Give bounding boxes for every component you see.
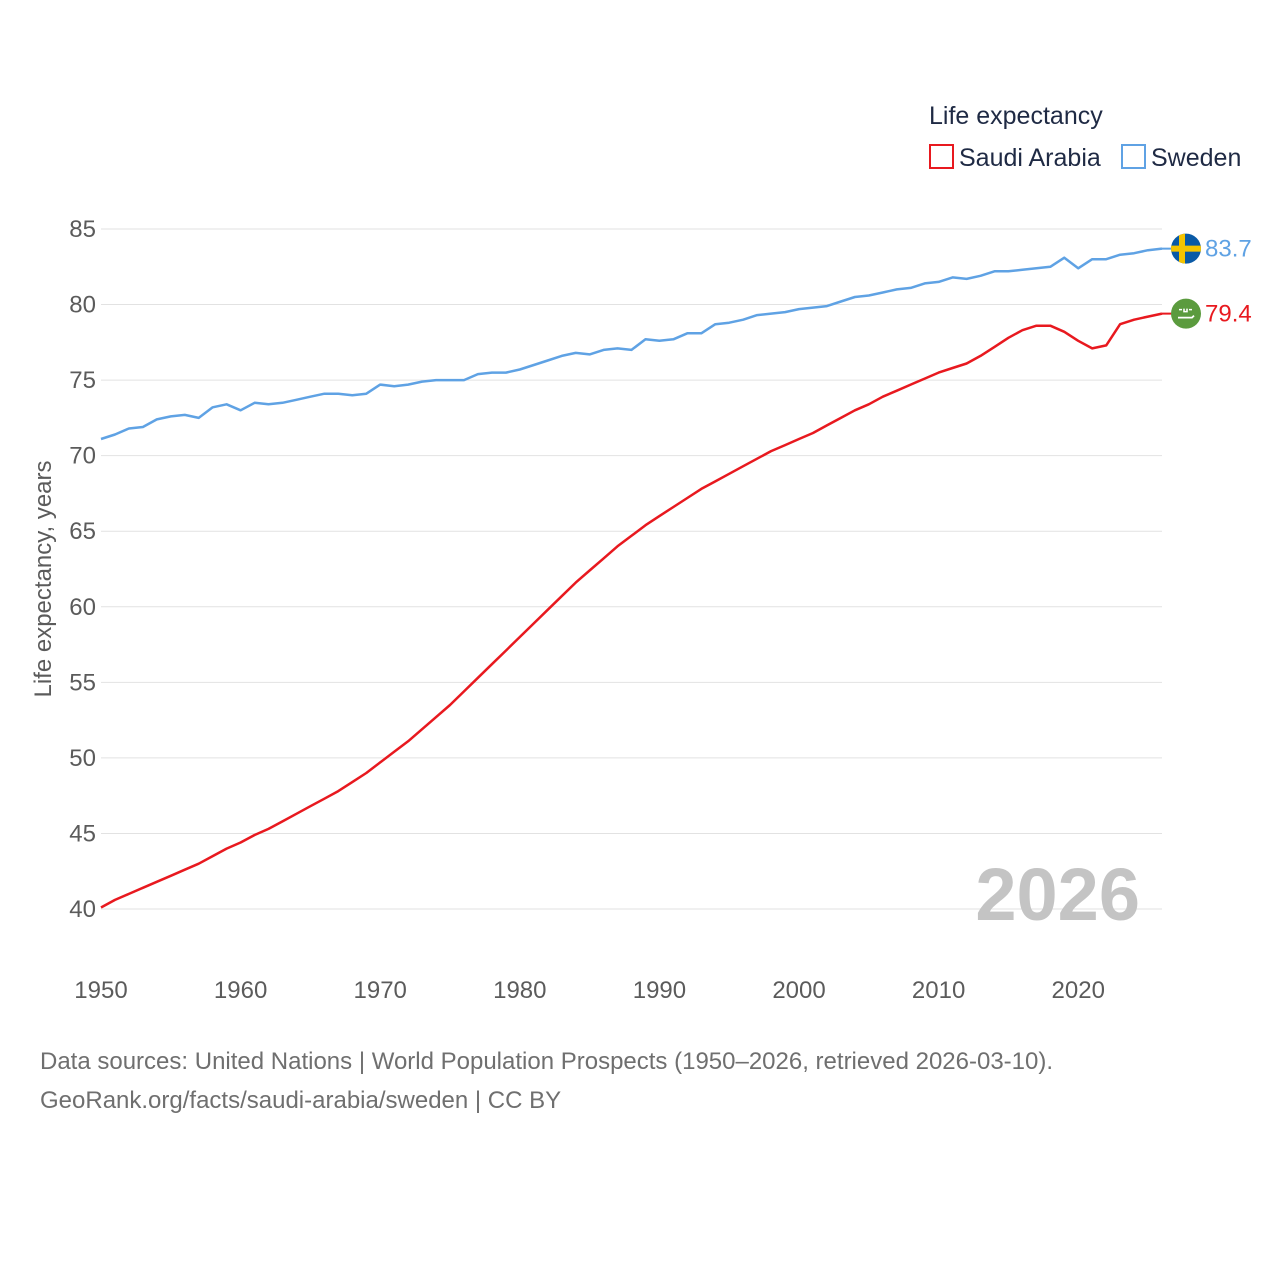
footer-credit: GeoRank.org/facts/saudi-arabia/sweden | … — [40, 1087, 561, 1114]
y-tick-label-75: 75 — [69, 367, 96, 394]
y-tick-label-65: 65 — [69, 518, 96, 545]
footer-sources: Data sources: United Nations | World Pop… — [40, 1048, 1053, 1075]
series-end-markers: 79.4 83.7 — [1162, 233, 1252, 329]
legend: Life expectancy Saudi Arabia Sweden — [929, 102, 1241, 172]
year-watermark: 2026 — [975, 853, 1140, 936]
legend-label-saudi-arabia: Saudi Arabia — [959, 144, 1101, 172]
y-axis-title: Life expectancy, years — [30, 460, 57, 697]
legend-item-saudi-arabia[interactable]: Saudi Arabia — [929, 144, 1101, 172]
end-value-label-saudi-arabia: 79.4 — [1205, 301, 1252, 328]
grid-lines — [101, 228, 1162, 910]
x-tick-label-2010: 2010 — [912, 977, 965, 1004]
x-axis-ticks: 1950 1960 1970 1980 1990 2000 2010 2020 — [74, 977, 1105, 1004]
y-tick-label-55: 55 — [69, 669, 96, 696]
y-tick-label-40: 40 — [69, 896, 96, 923]
x-tick-label-2020: 2020 — [1052, 977, 1105, 1004]
x-tick-label-1950: 1950 — [74, 977, 127, 1004]
series-lines — [100, 247, 1163, 909]
y-axis-ticks: 40 45 50 55 60 65 70 75 80 85 — [69, 216, 96, 923]
series-line-sweden — [100, 247, 1163, 441]
y-tick-label-50: 50 — [69, 745, 96, 772]
legend-title: Life expectancy — [929, 102, 1103, 130]
sweden-flag-icon — [1171, 233, 1201, 264]
y-tick-label-80: 80 — [69, 292, 96, 319]
end-value-label-sweden: 83.7 — [1205, 236, 1252, 263]
x-tick-label-1990: 1990 — [633, 977, 686, 1004]
x-tick-label-1970: 1970 — [354, 977, 407, 1004]
footer: Data sources: United Nations | World Pop… — [40, 1048, 1053, 1114]
legend-item-sweden[interactable]: Sweden — [1121, 144, 1241, 172]
end-marker-sweden: 83.7 — [1162, 233, 1252, 264]
x-tick-label-1980: 1980 — [493, 977, 546, 1004]
x-tick-label-2000: 2000 — [772, 977, 825, 1004]
series-line-saudi-arabia — [100, 312, 1163, 909]
legend-label-sweden: Sweden — [1151, 144, 1241, 172]
x-tick-label-1960: 1960 — [214, 977, 267, 1004]
end-marker-saudi-arabia: 79.4 — [1162, 298, 1252, 329]
legend-swatch-saudi-arabia — [929, 144, 954, 169]
legend-swatch-sweden — [1121, 144, 1146, 169]
y-tick-label-70: 70 — [69, 443, 96, 470]
saudi-arabia-flag-icon — [1171, 298, 1201, 329]
y-tick-label-60: 60 — [69, 594, 96, 621]
y-tick-label-85: 85 — [69, 216, 96, 243]
y-tick-label-45: 45 — [69, 820, 96, 847]
